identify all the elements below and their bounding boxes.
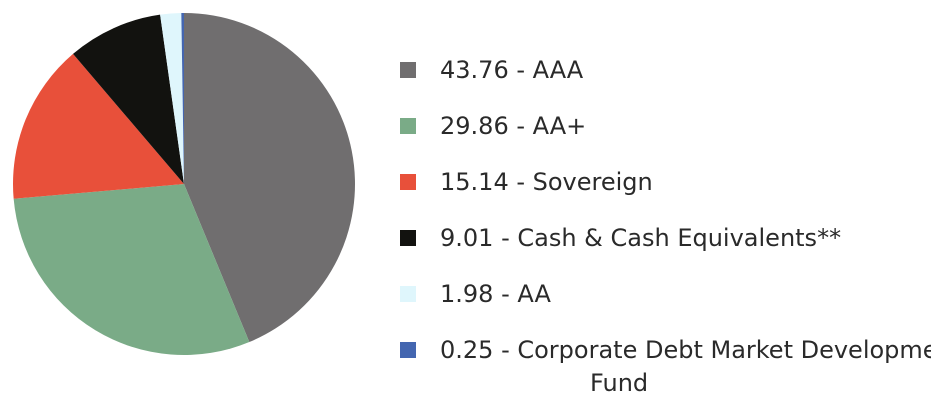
pie-slice	[181, 13, 184, 184]
legend-item: 1.98 - AA	[398, 274, 928, 330]
legend-swatch	[400, 118, 416, 134]
legend-item: 43.76 - AAA	[398, 50, 928, 106]
legend-item: 29.86 - AA+	[398, 106, 928, 162]
pie-slice	[160, 13, 184, 184]
legend: 43.76 - AAA 29.86 - AA+ 15.14 - Sovereign 9…	[398, 50, 931, 397]
pie-slice	[73, 14, 184, 184]
pie-chart	[12, 13, 355, 355]
legend-label: 15.14 - Sovereign	[440, 168, 653, 196]
legend-label: 0.25 - Corporate Debt Market Development…	[440, 336, 931, 397]
legend-label: 9.01 - Cash & Cash Equivalents**	[440, 224, 842, 252]
legend-swatch	[400, 174, 416, 190]
legend-swatch	[400, 230, 416, 246]
legend-label: 29.86 - AA+	[440, 112, 587, 140]
legend-item: 15.14 - Sovereign	[398, 162, 928, 218]
legend-item: 0.25 - Corporate Debt Market Development…	[398, 330, 931, 397]
legend-label: 43.76 - AAA	[440, 56, 584, 84]
legend-swatch	[400, 62, 416, 78]
pie-slice	[13, 184, 250, 355]
legend-swatch	[400, 286, 416, 302]
pie-slice	[12, 53, 184, 199]
legend-label: 1.98 - AA	[440, 280, 551, 308]
legend-swatch	[400, 342, 416, 358]
pie-slice	[184, 13, 355, 343]
legend-item: 9.01 - Cash & Cash Equivalents**	[398, 218, 928, 274]
